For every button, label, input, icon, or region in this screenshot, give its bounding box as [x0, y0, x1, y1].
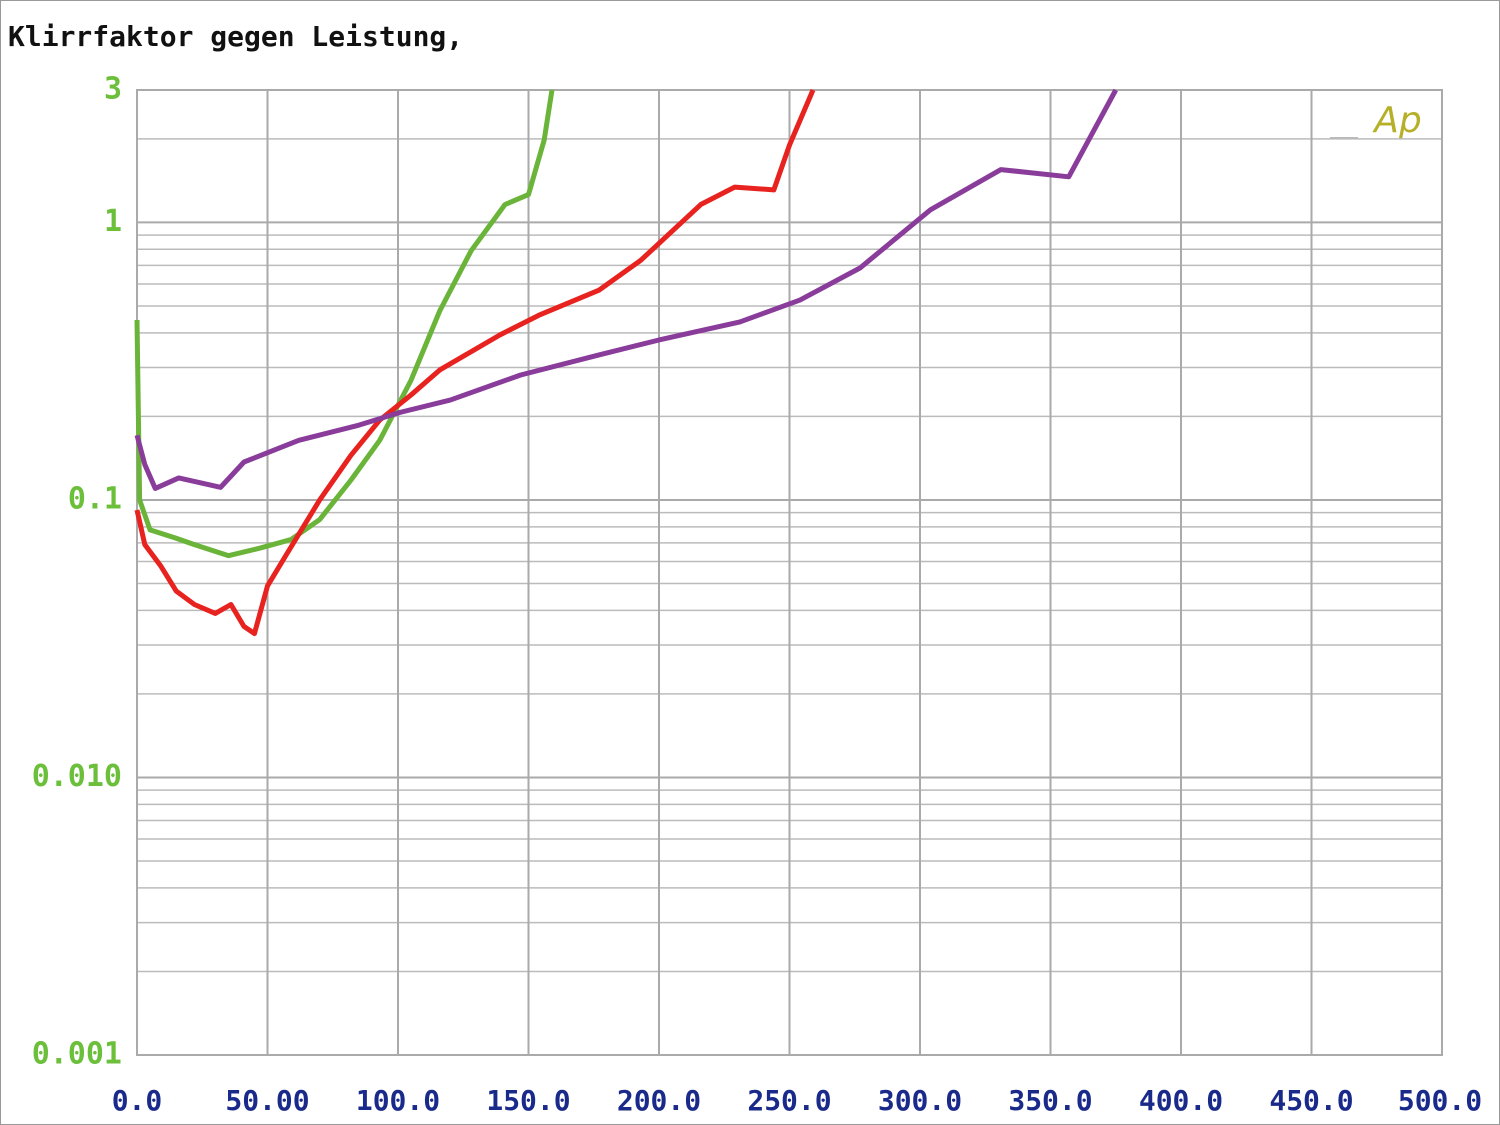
- y-tick-label: 0.010: [32, 759, 122, 794]
- x-tick-label: 350.0: [1008, 1084, 1092, 1117]
- y-tick-label: 0.1: [68, 481, 122, 516]
- y-tick-label: 3: [104, 72, 122, 107]
- x-tick-label: 200.0: [617, 1084, 701, 1117]
- plot-border: [136, 89, 1443, 1056]
- x-tick-label: 50.00: [225, 1084, 309, 1117]
- logo: Ap: [1372, 100, 1421, 141]
- x-tick-label: 250.0: [747, 1084, 831, 1117]
- x-tick-label: 300.0: [878, 1084, 962, 1117]
- series-line: [134, 88, 1118, 491]
- y-tick-label: 0.001: [32, 1037, 122, 1072]
- y-tick-label: 1: [104, 204, 122, 239]
- chart-title: Klirrfaktor gegen Leistung,: [8, 20, 463, 53]
- x-tick-label: 400.0: [1139, 1084, 1223, 1117]
- x-tick-label: 100.0: [356, 1084, 440, 1117]
- x-tick-label: 450.0: [1269, 1084, 1353, 1117]
- series-line: [134, 89, 555, 559]
- series-line: [134, 89, 816, 637]
- x-tick-label: 0.0: [112, 1084, 163, 1117]
- x-tick-label: 500.0: [1398, 1084, 1482, 1117]
- x-tick-label: 150.0: [486, 1084, 570, 1117]
